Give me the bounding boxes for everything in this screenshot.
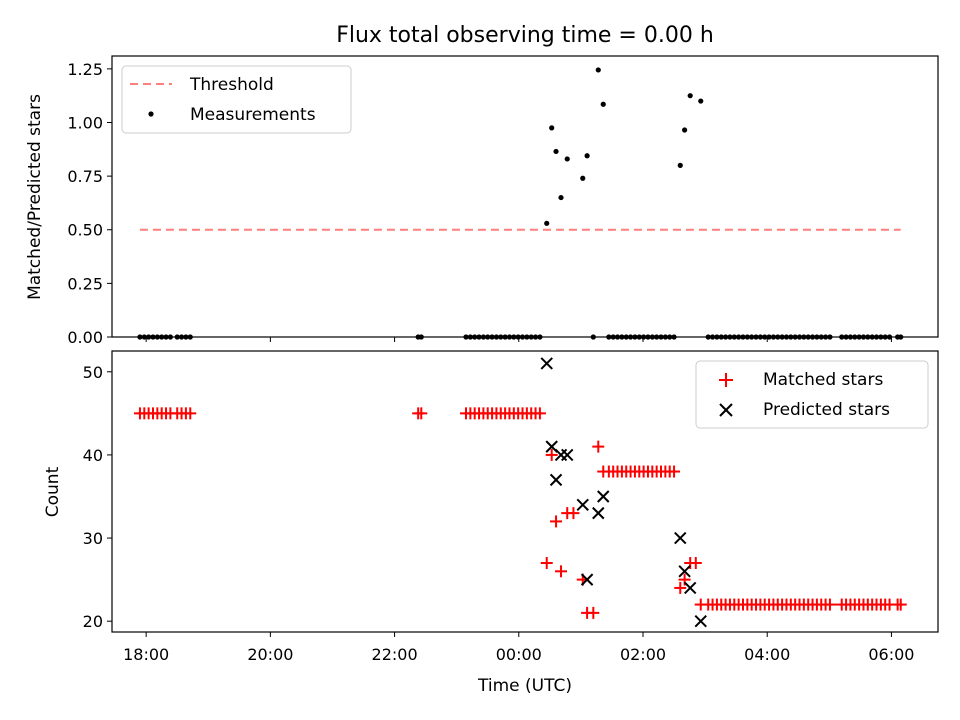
predicted-star-point: [540, 357, 553, 370]
predicted-star-point: [674, 531, 687, 545]
matched-star-point: [533, 407, 546, 420]
predicted-star-point: [549, 473, 563, 487]
matched-star-point: [540, 556, 553, 569]
legend-measurements-label: Measurements: [190, 105, 316, 125]
top-y-tick-label: 0.50: [67, 221, 103, 240]
bottom-axes-frame: [111, 350, 939, 633]
top-axes-frame: [111, 55, 939, 338]
legend-matched-label: Matched stars: [763, 370, 883, 390]
measurement-point: [580, 175, 586, 181]
bottom-x-tick-label: 06:00: [868, 645, 914, 664]
matched-star-point: [555, 565, 568, 578]
bottom-y-tick-label: 40: [83, 446, 103, 465]
top-y-tick-label: 0.75: [67, 167, 103, 186]
measurement-point: [687, 93, 693, 99]
predicted-star-point: [694, 614, 707, 628]
top-legend: Threshold Measurements: [121, 65, 352, 134]
chart-title: Flux total observing time = 0.00 h: [336, 23, 714, 48]
measurement-point: [698, 98, 704, 104]
measurement-point: [544, 220, 550, 226]
measurement-point: [677, 162, 683, 168]
predicted-star-point: [561, 448, 574, 462]
predicted-star-point: [678, 565, 691, 578]
bottom-x-tick-label: 04:00: [744, 645, 790, 664]
matched-stars-series: [133, 407, 907, 619]
bottom-y-ticks: 20 30 40 50: [83, 363, 112, 631]
bottom-legend-box: [695, 360, 929, 429]
bottom-y-tick-label: 20: [83, 612, 103, 631]
matched-star-point: [894, 598, 907, 611]
bottom-y-axis-label: Count: [43, 466, 63, 517]
bottom-panel: 20 30 40 50 18:00 20:00 22:00 00:00 02:00 04:00 0…: [43, 350, 939, 696]
measurement-point: [564, 156, 570, 162]
bottom-y-tick-label: 30: [83, 529, 103, 548]
bottom-y-tick-label: 50: [83, 363, 103, 382]
measurement-point: [682, 127, 688, 133]
measurement-point: [553, 148, 559, 155]
top-y-axis-label: Matched/Predicted stars: [25, 94, 45, 300]
legend-measurements-swatch: [148, 111, 154, 117]
matched-star-point: [587, 606, 600, 619]
top-y-ticks: 0.00 0.25 0.50 0.75 1.00 1.25: [67, 60, 112, 347]
legend-predicted-swatch: [719, 403, 733, 417]
predicted-star-point: [580, 573, 594, 586]
bottom-x-tick-label: 22:00: [372, 645, 418, 664]
bottom-legend: Matched stars Predicted stars: [695, 360, 929, 429]
matched-star-point: [567, 507, 580, 520]
bottom-x-tick-label: 20:00: [247, 645, 293, 664]
matched-star-point: [674, 581, 687, 594]
predicted-star-point: [576, 498, 589, 512]
bottom-x-tick-label: 02:00: [620, 645, 666, 664]
measurement-point: [600, 101, 606, 107]
predicted-star-point: [683, 581, 697, 595]
top-y-tick-label: 1.25: [67, 60, 103, 79]
measurement-point: [584, 153, 590, 159]
bottom-x-tick-label: 00:00: [496, 645, 542, 664]
top-legend-box: [121, 65, 352, 134]
top-y-tick-label: 0.00: [67, 328, 103, 347]
measurement-point: [595, 67, 601, 73]
matched-star-point: [823, 598, 836, 611]
top-panel: 0.00 0.25 0.50 0.75 1.00 1.25 Matched/Predict…: [25, 55, 939, 347]
matched-star-point: [550, 515, 563, 528]
legend-threshold-label: Threshold: [189, 75, 274, 95]
predicted-star-point: [597, 490, 610, 503]
predicted-star-point: [592, 506, 605, 520]
measurement-point: [558, 194, 564, 201]
matched-star-point: [592, 440, 605, 453]
top-x-tick-marks: [145, 337, 892, 342]
matched-star-point: [689, 556, 702, 569]
matched-star-point: [184, 407, 197, 420]
measurement-point: [549, 125, 555, 131]
legend-predicted-label: Predicted stars: [763, 400, 890, 420]
bottom-x-ticks: 18:00 20:00 22:00 00:00 02:00 04:00 06:00: [123, 632, 914, 664]
predicted-stars-series: [540, 357, 707, 628]
bottom-x-tick-label: 18:00: [123, 645, 169, 664]
matched-star-point: [668, 465, 681, 478]
matched-star-point: [415, 407, 428, 420]
matched-star-point: [545, 448, 558, 461]
bottom-x-axis-label: Time (UTC): [477, 676, 572, 696]
top-y-tick-label: 1.00: [67, 113, 103, 132]
legend-matched-swatch: [719, 373, 733, 387]
top-y-tick-label: 0.25: [67, 274, 103, 293]
